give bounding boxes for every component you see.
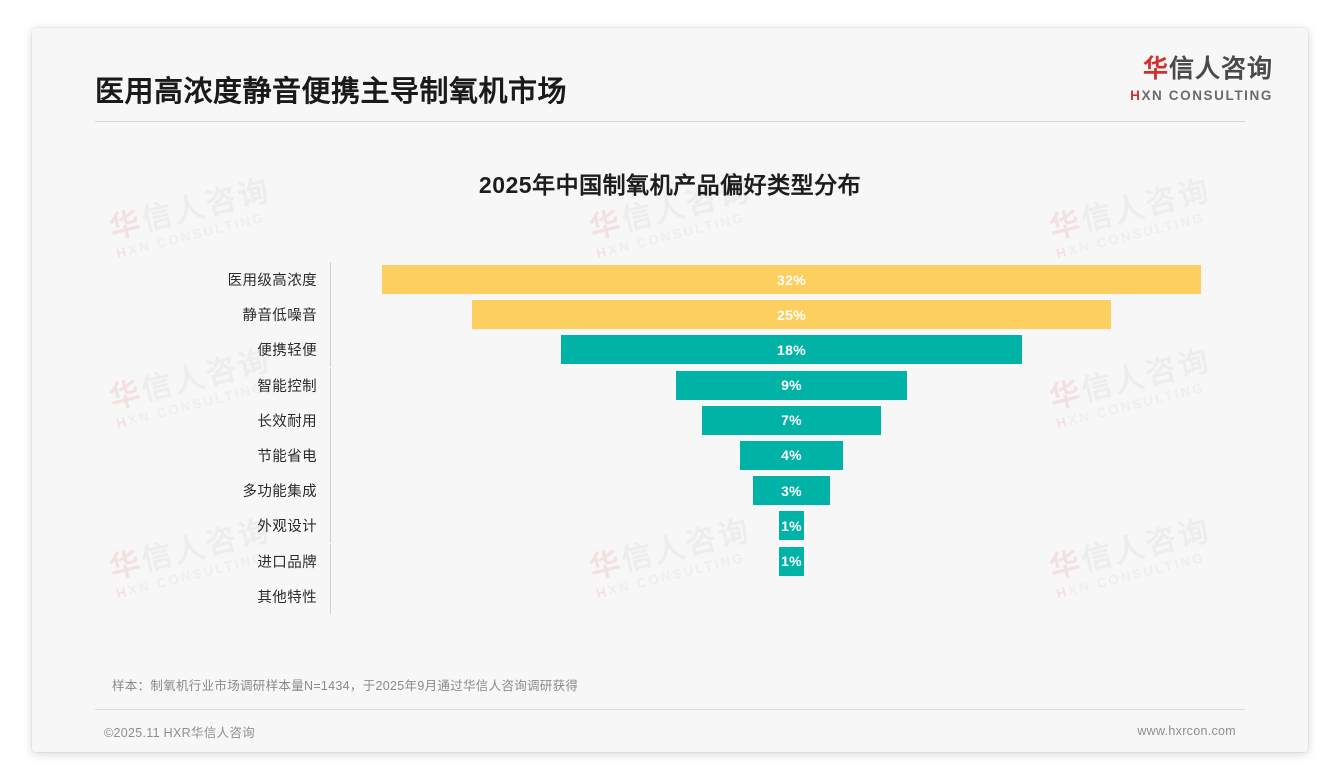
logo-chinese-accent: 华 xyxy=(1142,55,1169,83)
funnel-bar[interactable]: 9% xyxy=(676,370,907,400)
watermark-cn-red: 华 xyxy=(106,205,147,246)
bar-value-label: 4% xyxy=(781,447,802,464)
chart-row: 多功能集成 3% xyxy=(92,473,1252,509)
bar-value-label: 1% xyxy=(781,517,802,534)
logo-chinese: 华信人咨询 xyxy=(1130,55,1273,84)
chart-row: 进口品牌 1% xyxy=(92,543,1252,579)
bar-track: 32% xyxy=(330,262,1252,297)
chart-row: 智能控制 9% xyxy=(92,367,1252,403)
watermark-cn-red: 华 xyxy=(1046,205,1087,246)
funnel-chart: 医用级高浓度 32% 静音低噪音 25% 便携轻便 18% 智能控制 9% 长效耐用 7% 节能省电… xyxy=(32,250,1308,628)
chart-source-note: 样本：制氧机行业市场调研样本量N=1434，于2025年9月通过华信人咨询调研获… xyxy=(112,679,579,693)
slide-canvas: 华信人咨询 HXN CONSULTING 华信人咨询 HXN CONSULTIN… xyxy=(32,28,1308,752)
bar-value-label: 1% xyxy=(781,553,802,569)
copyright-text: ©2025.11 HXR华信人咨询 xyxy=(104,725,255,740)
chart-row: 外观设计 1% xyxy=(92,508,1252,544)
bar-track xyxy=(330,578,1252,614)
bar-track: 1% xyxy=(330,543,1252,579)
logo-english-rest: XN CONSULTING xyxy=(1141,87,1273,103)
category-label: 医用级高浓度 xyxy=(227,273,317,289)
chart-rows: 医用级高浓度 32% 静音低噪音 25% 便携轻便 18% 智能控制 9% 长效耐用 7% 节能省电… xyxy=(92,262,1252,614)
category-label: 其他特性 xyxy=(257,589,317,606)
bar-value-label: 7% xyxy=(781,412,802,429)
funnel-bar[interactable]: 25% xyxy=(471,300,1112,330)
funnel-bar[interactable]: 18% xyxy=(561,335,1022,365)
category-label: 长效耐用 xyxy=(257,413,317,430)
page-title: 医用高浓度静音便携主导制氧机市场 xyxy=(95,76,568,108)
funnel-bar[interactable]: 4% xyxy=(740,440,843,470)
chart-row: 节能省电 4% xyxy=(92,437,1252,473)
category-label: 便携轻便 xyxy=(257,343,317,360)
footer-divider xyxy=(95,709,1245,710)
bar-track: 9% xyxy=(330,367,1252,403)
bar-value-label: 9% xyxy=(781,377,802,394)
chart-row: 长效耐用 7% xyxy=(92,402,1252,438)
bar-value-label: 25% xyxy=(777,306,806,323)
category-label: 静音低噪音 xyxy=(242,308,317,325)
slide-footer: ©2025.11 HXR华信人咨询 www.hxrcon.com xyxy=(32,710,1308,752)
funnel-bar[interactable]: 7% xyxy=(701,405,882,435)
category-label: 多功能集成 xyxy=(242,484,317,501)
funnel-bar[interactable]: 1% xyxy=(778,546,805,576)
bar-track: 3% xyxy=(330,473,1252,509)
website-url[interactable]: www.hxrcon.com xyxy=(1137,724,1236,738)
watermark-cn-red: 华 xyxy=(586,205,627,246)
chart-row: 便携轻便 18% xyxy=(92,332,1252,368)
company-logo: 华信人咨询 HXN CONSULTING xyxy=(1130,55,1273,103)
bar-track: 18% xyxy=(330,332,1252,368)
bar-track: 1% xyxy=(330,508,1252,544)
bar-value-label: 32% xyxy=(777,271,806,288)
funnel-bar[interactable]: 3% xyxy=(753,476,830,506)
chart-row: 静音低噪音 25% xyxy=(92,297,1252,333)
funnel-bar[interactable]: 32% xyxy=(382,265,1201,294)
bar-value-label: 18% xyxy=(777,341,806,358)
bar-value-label: 3% xyxy=(781,482,802,499)
bar-track: 25% xyxy=(330,297,1252,333)
chart-row: 医用级高浓度 32% xyxy=(92,262,1252,297)
header-divider xyxy=(95,121,1245,122)
chart-row: 其他特性 xyxy=(92,578,1252,614)
chart-title: 2025年中国制氧机产品偏好类型分布 xyxy=(478,172,862,198)
category-label: 进口品牌 xyxy=(257,554,317,571)
logo-english: HXN CONSULTING xyxy=(1130,88,1273,103)
logo-chinese-rest: 信人咨询 xyxy=(1168,55,1273,83)
category-label: 外观设计 xyxy=(257,519,317,536)
bar-track: 7% xyxy=(330,402,1252,438)
funnel-bar[interactable]: 1% xyxy=(778,511,805,541)
bar-track: 4% xyxy=(330,437,1252,473)
category-label: 智能控制 xyxy=(257,378,317,395)
category-label: 节能省电 xyxy=(257,448,317,465)
logo-english-accent: H xyxy=(1130,87,1142,103)
slide-header: 医用高浓度静音便携主导制氧机市场 华信人咨询 HXN CONSULTING xyxy=(32,28,1308,140)
